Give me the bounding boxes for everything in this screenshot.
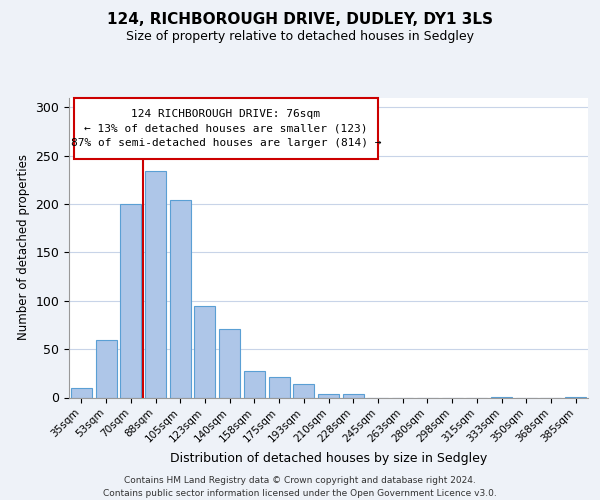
X-axis label: Distribution of detached houses by size in Sedgley: Distribution of detached houses by size … [170, 452, 487, 466]
Text: 124, RICHBOROUGH DRIVE, DUDLEY, DY1 3LS: 124, RICHBOROUGH DRIVE, DUDLEY, DY1 3LS [107, 12, 493, 28]
Text: Size of property relative to detached houses in Sedgley: Size of property relative to detached ho… [126, 30, 474, 43]
Text: 124 RICHBOROUGH DRIVE: 76sqm
← 13% of detached houses are smaller (123)
87% of s: 124 RICHBOROUGH DRIVE: 76sqm ← 13% of de… [71, 109, 381, 148]
Bar [194, 306, 215, 398]
Bar [269, 377, 290, 398]
Bar [145, 171, 166, 398]
Bar [318, 394, 339, 398]
Bar [343, 394, 364, 398]
Text: Contains public sector information licensed under the Open Government Licence v3: Contains public sector information licen… [103, 489, 497, 498]
Bar [120, 204, 141, 398]
Bar [95, 340, 116, 398]
Text: Contains HM Land Registry data © Crown copyright and database right 2024.: Contains HM Land Registry data © Crown c… [124, 476, 476, 485]
Bar [565, 396, 586, 398]
Bar [244, 372, 265, 398]
Bar [74, 98, 378, 159]
Bar [491, 396, 512, 398]
Bar [170, 200, 191, 398]
Bar [71, 388, 92, 398]
Y-axis label: Number of detached properties: Number of detached properties [17, 154, 30, 340]
Bar [219, 329, 240, 398]
Bar [293, 384, 314, 398]
